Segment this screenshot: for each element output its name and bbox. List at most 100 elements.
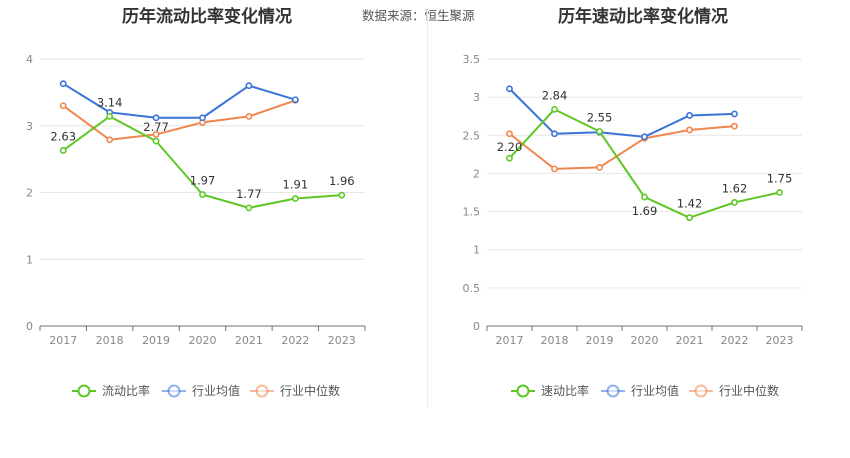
y-tick-label: 3	[26, 120, 33, 133]
legend-item: 行业中位数	[689, 383, 779, 398]
data-point	[641, 193, 648, 201]
x-tick-label: 2022	[721, 334, 749, 347]
right-chart-title: 历年速动比率变化情况	[558, 7, 728, 27]
data-point	[245, 113, 253, 120]
legend-marker	[694, 384, 708, 398]
legend-label: 行业中位数	[719, 383, 779, 398]
x-tick-label: 2019	[142, 334, 170, 347]
data-label: 1.62	[722, 181, 748, 195]
x-tick-label: 2021	[676, 334, 704, 347]
data-point	[731, 122, 738, 130]
x-tick-label: 2020	[631, 334, 659, 347]
data-point	[596, 128, 603, 135]
y-tick-label: 4	[26, 53, 33, 66]
data-point	[686, 112, 693, 119]
series-line	[508, 125, 735, 170]
legend-item: 速动比率	[511, 383, 589, 398]
series-line	[62, 99, 296, 141]
x-tick-label: 2019	[586, 334, 614, 347]
data-point	[291, 96, 299, 104]
y-tick-label: 2	[473, 167, 480, 180]
data-point	[338, 191, 346, 199]
y-tick-label: 2.5	[463, 129, 481, 142]
legend-item: 行业中位数	[250, 383, 340, 398]
x-tick-label: 2018	[96, 334, 124, 347]
data-point	[59, 147, 67, 154]
x-tick-label: 2023	[328, 334, 356, 347]
y-tick-label: 1	[473, 244, 480, 257]
series-line	[62, 82, 296, 119]
data-point	[776, 189, 783, 196]
data-label: 1.96	[329, 174, 355, 188]
data-point	[506, 85, 513, 93]
data-point	[152, 137, 160, 145]
x-tick-label: 2018	[541, 334, 569, 347]
legend-label: 速动比率	[541, 383, 589, 398]
y-tick-label: 1	[26, 253, 33, 266]
data-source-note: 数据来源：恒生聚源	[362, 8, 475, 23]
legend-item: 行业均值	[162, 383, 240, 398]
y-tick-label: 3.5	[463, 53, 481, 66]
series-line	[508, 108, 780, 219]
data-point	[551, 130, 558, 138]
data-label: 1.77	[236, 187, 262, 201]
data-point	[291, 195, 299, 202]
x-tick-label: 2023	[766, 334, 794, 347]
data-point	[152, 114, 160, 122]
data-point	[245, 82, 253, 90]
data-point	[596, 163, 603, 171]
data-point	[506, 130, 513, 138]
data-point	[506, 154, 513, 162]
data-label: 1.97	[190, 174, 216, 188]
chart-1: 0 0.5 1 1.5 2 2.5 3 3.5 2017 2018 2019 2020 2021 2022…	[463, 53, 803, 398]
x-tick-label: 2022	[281, 334, 309, 347]
data-point	[106, 136, 114, 144]
data-label: 2.55	[587, 110, 613, 124]
y-tick-label: 0	[26, 320, 33, 333]
legend-label: 行业中位数	[280, 383, 340, 398]
x-tick-label: 2021	[235, 334, 263, 347]
chart-0: 0 1 2 3 4 2017 2018 2019 2020 2021 2022 2023 2.63 3.1…	[26, 53, 366, 398]
data-point	[686, 214, 693, 222]
y-tick-label: 3	[473, 91, 480, 104]
legend-marker	[255, 384, 269, 398]
legend-marker	[77, 384, 91, 398]
panel-divider	[427, 10, 428, 408]
data-point	[731, 199, 738, 206]
data-point	[731, 110, 738, 118]
legend-marker	[167, 384, 181, 398]
legend-item: 行业均值	[601, 383, 679, 398]
data-label: 3.14	[97, 95, 123, 109]
data-point	[199, 114, 206, 122]
data-point	[59, 80, 67, 88]
data-label: 2.20	[497, 140, 523, 154]
data-point	[551, 105, 558, 113]
data-label: 1.69	[632, 204, 658, 218]
legend-label: 流动比率	[102, 383, 150, 398]
data-point	[641, 133, 648, 141]
data-point	[152, 131, 160, 138]
left-chart-title: 历年流动比率变化情况	[122, 7, 292, 27]
x-tick-label: 2017	[496, 334, 524, 347]
y-tick-label: 0.5	[463, 282, 481, 295]
data-point	[686, 126, 693, 134]
legend-label: 行业均值	[192, 383, 240, 398]
legend-marker	[516, 384, 530, 398]
series-line	[508, 88, 735, 138]
data-label: 2.84	[542, 88, 568, 102]
data-point	[59, 102, 67, 110]
data-point	[551, 165, 558, 173]
x-tick-label: 2017	[49, 334, 77, 347]
y-tick-label: 0	[473, 320, 480, 333]
data-label: 1.42	[677, 197, 703, 211]
data-label: 1.91	[283, 178, 309, 192]
legend-item: 流动比率	[72, 383, 150, 398]
legend-label: 行业均值	[631, 383, 679, 398]
legend-marker	[606, 384, 620, 398]
data-label: 2.77	[143, 120, 169, 134]
data-label: 1.75	[767, 172, 793, 186]
data-label: 2.63	[50, 129, 76, 143]
y-tick-label: 2	[26, 187, 33, 200]
data-point	[245, 204, 253, 212]
